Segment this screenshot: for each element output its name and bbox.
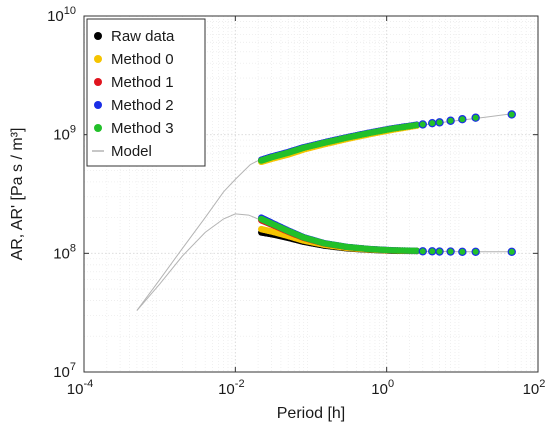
x-tick-label: 10-2 xyxy=(218,378,244,398)
y-tick-label: 109 xyxy=(53,124,76,144)
legend-label: Model xyxy=(111,143,152,160)
lower-sparse-point xyxy=(435,247,444,256)
upper-sparse-point xyxy=(507,110,516,119)
lower-sparse-point xyxy=(471,247,480,257)
minor-grid xyxy=(84,16,538,372)
lower-sparse-point xyxy=(418,247,427,256)
x-tick-label: 10-4 xyxy=(67,378,93,398)
data-points xyxy=(258,110,516,257)
lower-sparse-point xyxy=(428,247,437,256)
lower-sparse-point xyxy=(507,247,516,257)
plot-area-frame xyxy=(83,15,539,373)
legend-marker-icon xyxy=(94,101,102,109)
lower-data-point xyxy=(413,247,420,254)
upper-sparse-point xyxy=(471,113,480,122)
x-tick-label: 100 xyxy=(371,378,394,398)
y-axis-label: AR, AR' [Pa s / m³] xyxy=(9,128,26,261)
x-tick-label: 102 xyxy=(523,378,546,398)
axis-ticks xyxy=(83,15,539,373)
upper-data-point xyxy=(413,121,420,129)
y-tick-label: 108 xyxy=(53,242,76,262)
x-axis-label: Period [h] xyxy=(277,405,345,422)
lower-sparse-point xyxy=(458,247,467,257)
y-tick-label: 107 xyxy=(53,361,76,381)
legend-marker-icon xyxy=(94,124,102,132)
legend-marker-icon xyxy=(94,55,102,63)
upper-sparse-point xyxy=(428,118,437,128)
x-tick-labels: 10-4 10-2 100 102 xyxy=(67,378,546,398)
legend-label: Raw data xyxy=(111,28,175,45)
upper-sparse-point xyxy=(418,120,427,129)
legend: Raw data Method 0 Method 1 Method 2 Method 3… xyxy=(86,18,206,167)
legend-label: Method 3 xyxy=(111,120,174,137)
legend-label: Method 0 xyxy=(111,51,174,68)
legend-marker-icon xyxy=(94,78,102,86)
upper-sparse-point xyxy=(446,116,455,125)
legend-box xyxy=(86,18,206,167)
upper-sparse-point xyxy=(435,118,444,127)
y-tick-label: 1010 xyxy=(47,5,76,25)
legend-label: Method 2 xyxy=(111,97,174,114)
legend-marker-icon xyxy=(94,32,102,40)
y-tick-labels: 107 108 109 1010 xyxy=(47,5,76,381)
lower-sparse-point xyxy=(446,247,455,256)
legend-label: Method 1 xyxy=(111,74,174,91)
upper-sparse-point xyxy=(458,115,467,124)
